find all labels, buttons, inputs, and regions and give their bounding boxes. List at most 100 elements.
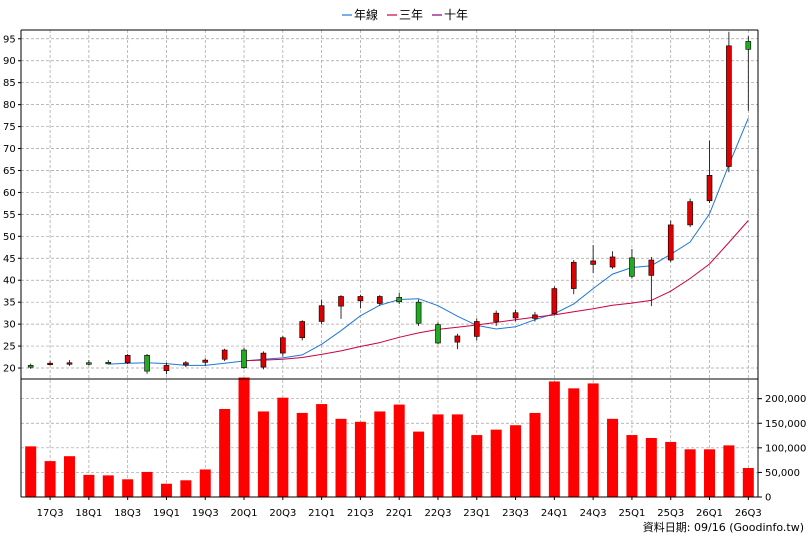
x-tick-label: 19Q3 xyxy=(192,508,219,519)
legend-label-2: 三年 xyxy=(399,8,423,22)
candle-body xyxy=(357,296,364,302)
volume-bar xyxy=(374,411,386,497)
x-tick-label: 20Q1 xyxy=(231,508,258,519)
x-tick-label: 19Q1 xyxy=(153,508,180,519)
legend: 年線 三年 十年 xyxy=(342,7,468,22)
volume-bar xyxy=(510,425,522,497)
candle-body xyxy=(687,201,693,226)
volume-tick-label: 100,000 xyxy=(765,443,806,454)
volume-bar xyxy=(607,418,619,497)
price-tick-label: 85 xyxy=(3,78,16,89)
volume-bar xyxy=(44,461,56,497)
price-tick-label: 35 xyxy=(3,298,16,309)
x-tick-label: 21Q1 xyxy=(308,508,335,519)
candle-body xyxy=(454,335,461,343)
volume-bar xyxy=(141,471,153,497)
candle-body xyxy=(493,312,499,322)
volume-bar xyxy=(626,435,638,497)
volume-bar xyxy=(684,449,696,497)
x-tick-label: 24Q3 xyxy=(580,508,607,519)
candle-body xyxy=(629,257,635,277)
volume-bar xyxy=(413,431,425,497)
candle-body xyxy=(202,359,209,363)
volume-axis-ticks: 0 50,000 100,000 150,000 200,000 xyxy=(758,394,806,504)
candle-body xyxy=(144,354,150,372)
candle-body xyxy=(338,296,344,307)
x-tick-label: 23Q1 xyxy=(463,508,490,519)
candle-body xyxy=(551,288,558,314)
candle-body xyxy=(648,259,655,276)
x-tick-label: 20Q3 xyxy=(269,508,296,519)
volume-tick-label: 150,000 xyxy=(765,419,806,430)
candle-body xyxy=(706,175,713,202)
volume-bar xyxy=(180,480,192,497)
x-tick-label: 26Q1 xyxy=(696,508,723,519)
volume-bar xyxy=(529,412,541,497)
price-tick-label: 25 xyxy=(3,342,16,353)
x-tick-label: 17Q3 xyxy=(37,508,64,519)
volume-bar xyxy=(63,456,75,497)
candle-body xyxy=(280,337,286,354)
candle-body xyxy=(396,297,402,303)
x-tick-label: 26Q3 xyxy=(735,508,762,519)
volume-bar xyxy=(490,429,502,497)
candle-body xyxy=(241,349,247,368)
price-tick-label: 30 xyxy=(3,320,16,331)
volume-bar xyxy=(83,474,95,497)
x-tick-label: 21Q3 xyxy=(347,508,374,519)
price-tick-label: 40 xyxy=(3,276,16,287)
candle-body xyxy=(473,321,480,337)
candle-body xyxy=(86,362,92,365)
candle-body xyxy=(66,362,73,365)
volume-bar xyxy=(451,414,463,497)
price-tick-label: 95 xyxy=(3,34,16,45)
candle-body xyxy=(726,45,732,167)
candle-body xyxy=(745,41,752,50)
volume-bar xyxy=(160,483,172,497)
candle-body xyxy=(415,301,422,324)
volume-bar xyxy=(645,438,657,497)
volume-bar xyxy=(25,446,37,497)
x-tick-label: 24Q1 xyxy=(541,508,568,519)
legend-label-1: 年線 xyxy=(354,7,378,22)
price-tick-label: 50 xyxy=(3,232,16,243)
volume-bar xyxy=(665,441,677,497)
candle-body xyxy=(570,261,577,289)
x-tick-label: 22Q3 xyxy=(425,508,452,519)
volume-bar xyxy=(335,418,347,497)
candle-body xyxy=(124,354,131,364)
price-tick-label: 90 xyxy=(3,56,16,67)
candle-body xyxy=(47,362,53,365)
candle-body xyxy=(105,362,112,365)
volume-bar xyxy=(219,408,231,497)
plot-frame xyxy=(20,29,759,498)
candle-body xyxy=(163,365,170,371)
volume-bar xyxy=(723,445,735,497)
candle-body xyxy=(299,321,306,339)
volume-bar xyxy=(587,383,599,497)
volume-bar xyxy=(277,397,289,497)
volume-bar xyxy=(296,412,308,497)
price-tick-label: 75 xyxy=(3,122,16,133)
candle-body xyxy=(377,296,383,304)
price-tick-label: 55 xyxy=(3,210,16,221)
volume-tick-label: 0 xyxy=(765,493,771,504)
volume-bar xyxy=(122,479,134,497)
candle-body xyxy=(590,260,596,265)
candle-body xyxy=(318,305,325,322)
price-tick-label: 45 xyxy=(3,254,16,265)
candle-body xyxy=(512,312,519,319)
candle-body xyxy=(260,352,267,368)
volume-bars xyxy=(25,377,754,497)
candle-body xyxy=(221,349,228,360)
volume-bar xyxy=(238,377,250,497)
volume-bar xyxy=(199,469,211,497)
x-tick-label: 23Q3 xyxy=(502,508,529,519)
footer-source: 資料日期: 09/16 (Goodinfo.tw) xyxy=(643,520,804,534)
price-tick-label: 20 xyxy=(3,364,16,375)
x-tick-label: 25Q1 xyxy=(618,508,645,519)
candle-body xyxy=(183,362,189,366)
legend-label-3: 十年 xyxy=(444,8,468,22)
volume-bar xyxy=(393,404,405,497)
